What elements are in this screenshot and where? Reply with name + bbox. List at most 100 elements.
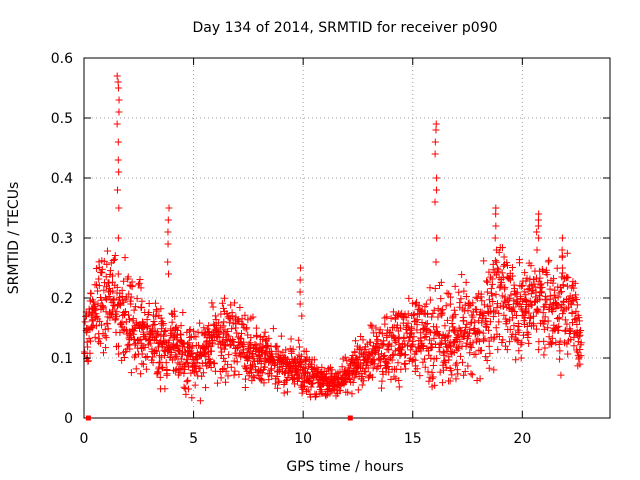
data-point	[362, 368, 370, 376]
data-point	[509, 314, 517, 322]
data-point	[152, 313, 160, 321]
data-point	[577, 327, 585, 335]
data-point	[360, 377, 368, 385]
data-point	[417, 347, 425, 355]
data-point	[328, 366, 336, 374]
data-point	[482, 315, 490, 323]
data-point	[453, 359, 461, 367]
data-point	[107, 267, 115, 275]
data-point	[491, 234, 499, 242]
data-point	[111, 251, 119, 259]
data-point	[296, 288, 304, 296]
data-point	[162, 327, 170, 335]
data-point	[421, 333, 429, 341]
data-point	[503, 273, 511, 281]
data-point	[106, 314, 114, 322]
data-point	[196, 397, 204, 405]
data-point	[379, 353, 387, 361]
data-point	[318, 390, 326, 398]
data-point	[460, 317, 468, 325]
data-point	[284, 373, 292, 381]
data-point	[518, 282, 526, 290]
data-point	[99, 349, 107, 357]
data-point	[179, 308, 187, 316]
data-point	[466, 325, 474, 333]
data-point	[469, 299, 477, 307]
data-point	[479, 329, 487, 337]
data-point	[268, 372, 276, 380]
data-point	[447, 293, 455, 301]
data-point	[310, 356, 318, 364]
y-tick-label: 0.4	[51, 171, 73, 187]
data-point	[556, 289, 564, 297]
data-point	[283, 359, 291, 367]
y-tick-label: 0.1	[51, 351, 73, 367]
data-point	[390, 350, 398, 358]
data-point	[129, 315, 137, 323]
data-point	[460, 371, 468, 379]
data-point	[518, 339, 526, 347]
data-point	[515, 322, 523, 330]
data-point	[563, 282, 571, 290]
data-point	[130, 327, 138, 335]
data-point	[433, 174, 441, 182]
data-point	[458, 358, 466, 366]
data-point	[242, 364, 250, 372]
x-tick-label: 15	[404, 431, 422, 447]
data-point	[418, 342, 426, 350]
data-point	[354, 386, 362, 394]
data-point	[114, 78, 122, 86]
data-point	[575, 353, 583, 361]
data-point	[536, 295, 544, 303]
data-point	[137, 284, 145, 292]
data-point	[408, 342, 416, 350]
data-point	[442, 363, 450, 371]
data-point	[322, 392, 330, 400]
data-point	[477, 290, 485, 298]
data-point	[462, 323, 470, 331]
data-point	[182, 390, 190, 398]
data-point	[535, 346, 543, 354]
y-tick-label: 0.3	[51, 231, 73, 247]
data-point	[563, 249, 571, 257]
data-point	[521, 308, 529, 316]
data-point	[478, 319, 486, 327]
data-point	[369, 364, 377, 372]
data-point	[98, 321, 106, 329]
data-point	[363, 356, 371, 364]
data-point	[378, 377, 386, 385]
data-point	[495, 318, 503, 326]
data-point	[164, 258, 172, 266]
data-point	[446, 377, 454, 385]
data-point	[521, 269, 529, 277]
data-point	[118, 286, 126, 294]
data-point	[506, 325, 514, 333]
data-point	[219, 365, 227, 373]
data-point	[116, 329, 124, 337]
data-point	[161, 328, 169, 336]
data-point	[520, 288, 528, 296]
data-point	[162, 359, 170, 367]
data-point	[84, 343, 92, 351]
data-point	[113, 186, 121, 194]
data-point	[198, 359, 206, 367]
data-point	[120, 277, 128, 285]
data-point	[124, 273, 132, 281]
x-axis-label: GPS time / hours	[286, 459, 403, 475]
data-point	[437, 278, 445, 286]
data-point	[153, 307, 161, 315]
data-point	[131, 351, 139, 359]
y-axis-label: SRMTID / TECUs	[6, 182, 22, 295]
data-point	[371, 348, 379, 356]
data-point	[161, 338, 169, 346]
data-point	[483, 357, 491, 365]
data-point	[177, 322, 185, 330]
data-point	[142, 365, 150, 373]
data-point	[441, 334, 449, 342]
data-point	[439, 306, 447, 314]
data-point	[123, 326, 131, 334]
data-point	[478, 297, 486, 305]
data-point	[482, 353, 490, 361]
data-point	[96, 339, 104, 347]
data-point	[222, 378, 230, 386]
